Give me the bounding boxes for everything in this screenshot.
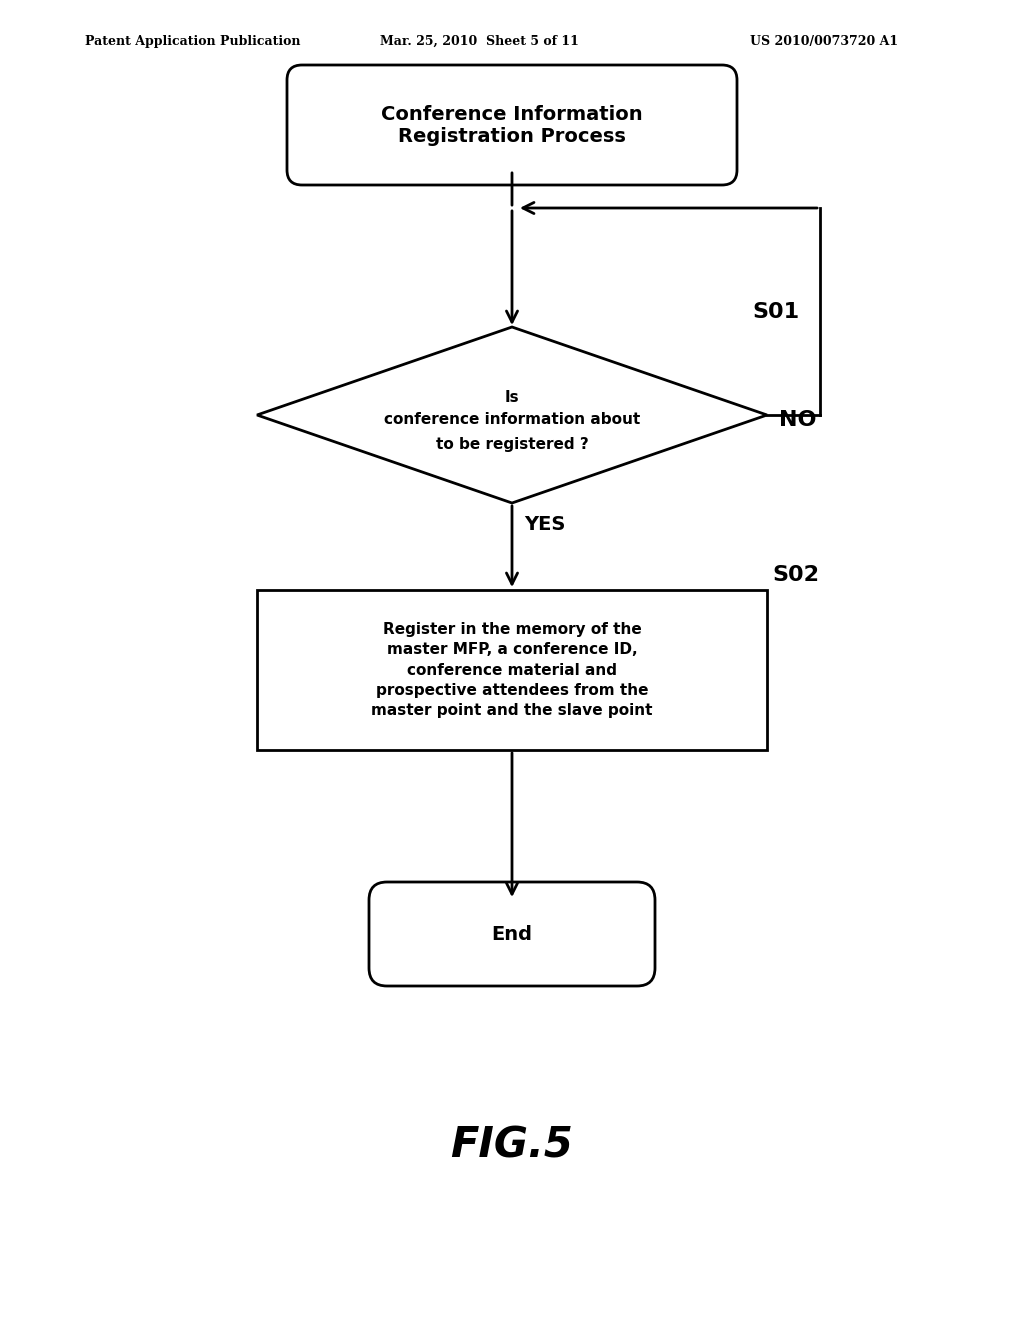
Text: S01: S01 (752, 302, 799, 322)
Text: S02: S02 (772, 565, 819, 585)
Text: Patent Application Publication: Patent Application Publication (85, 36, 300, 48)
Text: Conference Information
Registration Process: Conference Information Registration Proc… (381, 104, 643, 145)
Text: Register in the memory of the
master MFP, a conference ID,
conference material a: Register in the memory of the master MFP… (372, 622, 652, 718)
Text: FIG.5: FIG.5 (451, 1125, 573, 1166)
FancyBboxPatch shape (369, 882, 655, 986)
Text: Is: Is (505, 389, 519, 404)
Text: YES: YES (524, 515, 565, 535)
Text: End: End (492, 924, 532, 944)
Text: Mar. 25, 2010  Sheet 5 of 11: Mar. 25, 2010 Sheet 5 of 11 (380, 36, 579, 48)
Polygon shape (257, 327, 767, 503)
Text: to be registered ?: to be registered ? (435, 437, 589, 453)
Text: conference information about: conference information about (384, 412, 640, 428)
Text: NO: NO (779, 411, 816, 430)
Text: US 2010/0073720 A1: US 2010/0073720 A1 (750, 36, 898, 48)
Bar (257, 590, 767, 750)
FancyBboxPatch shape (287, 65, 737, 185)
